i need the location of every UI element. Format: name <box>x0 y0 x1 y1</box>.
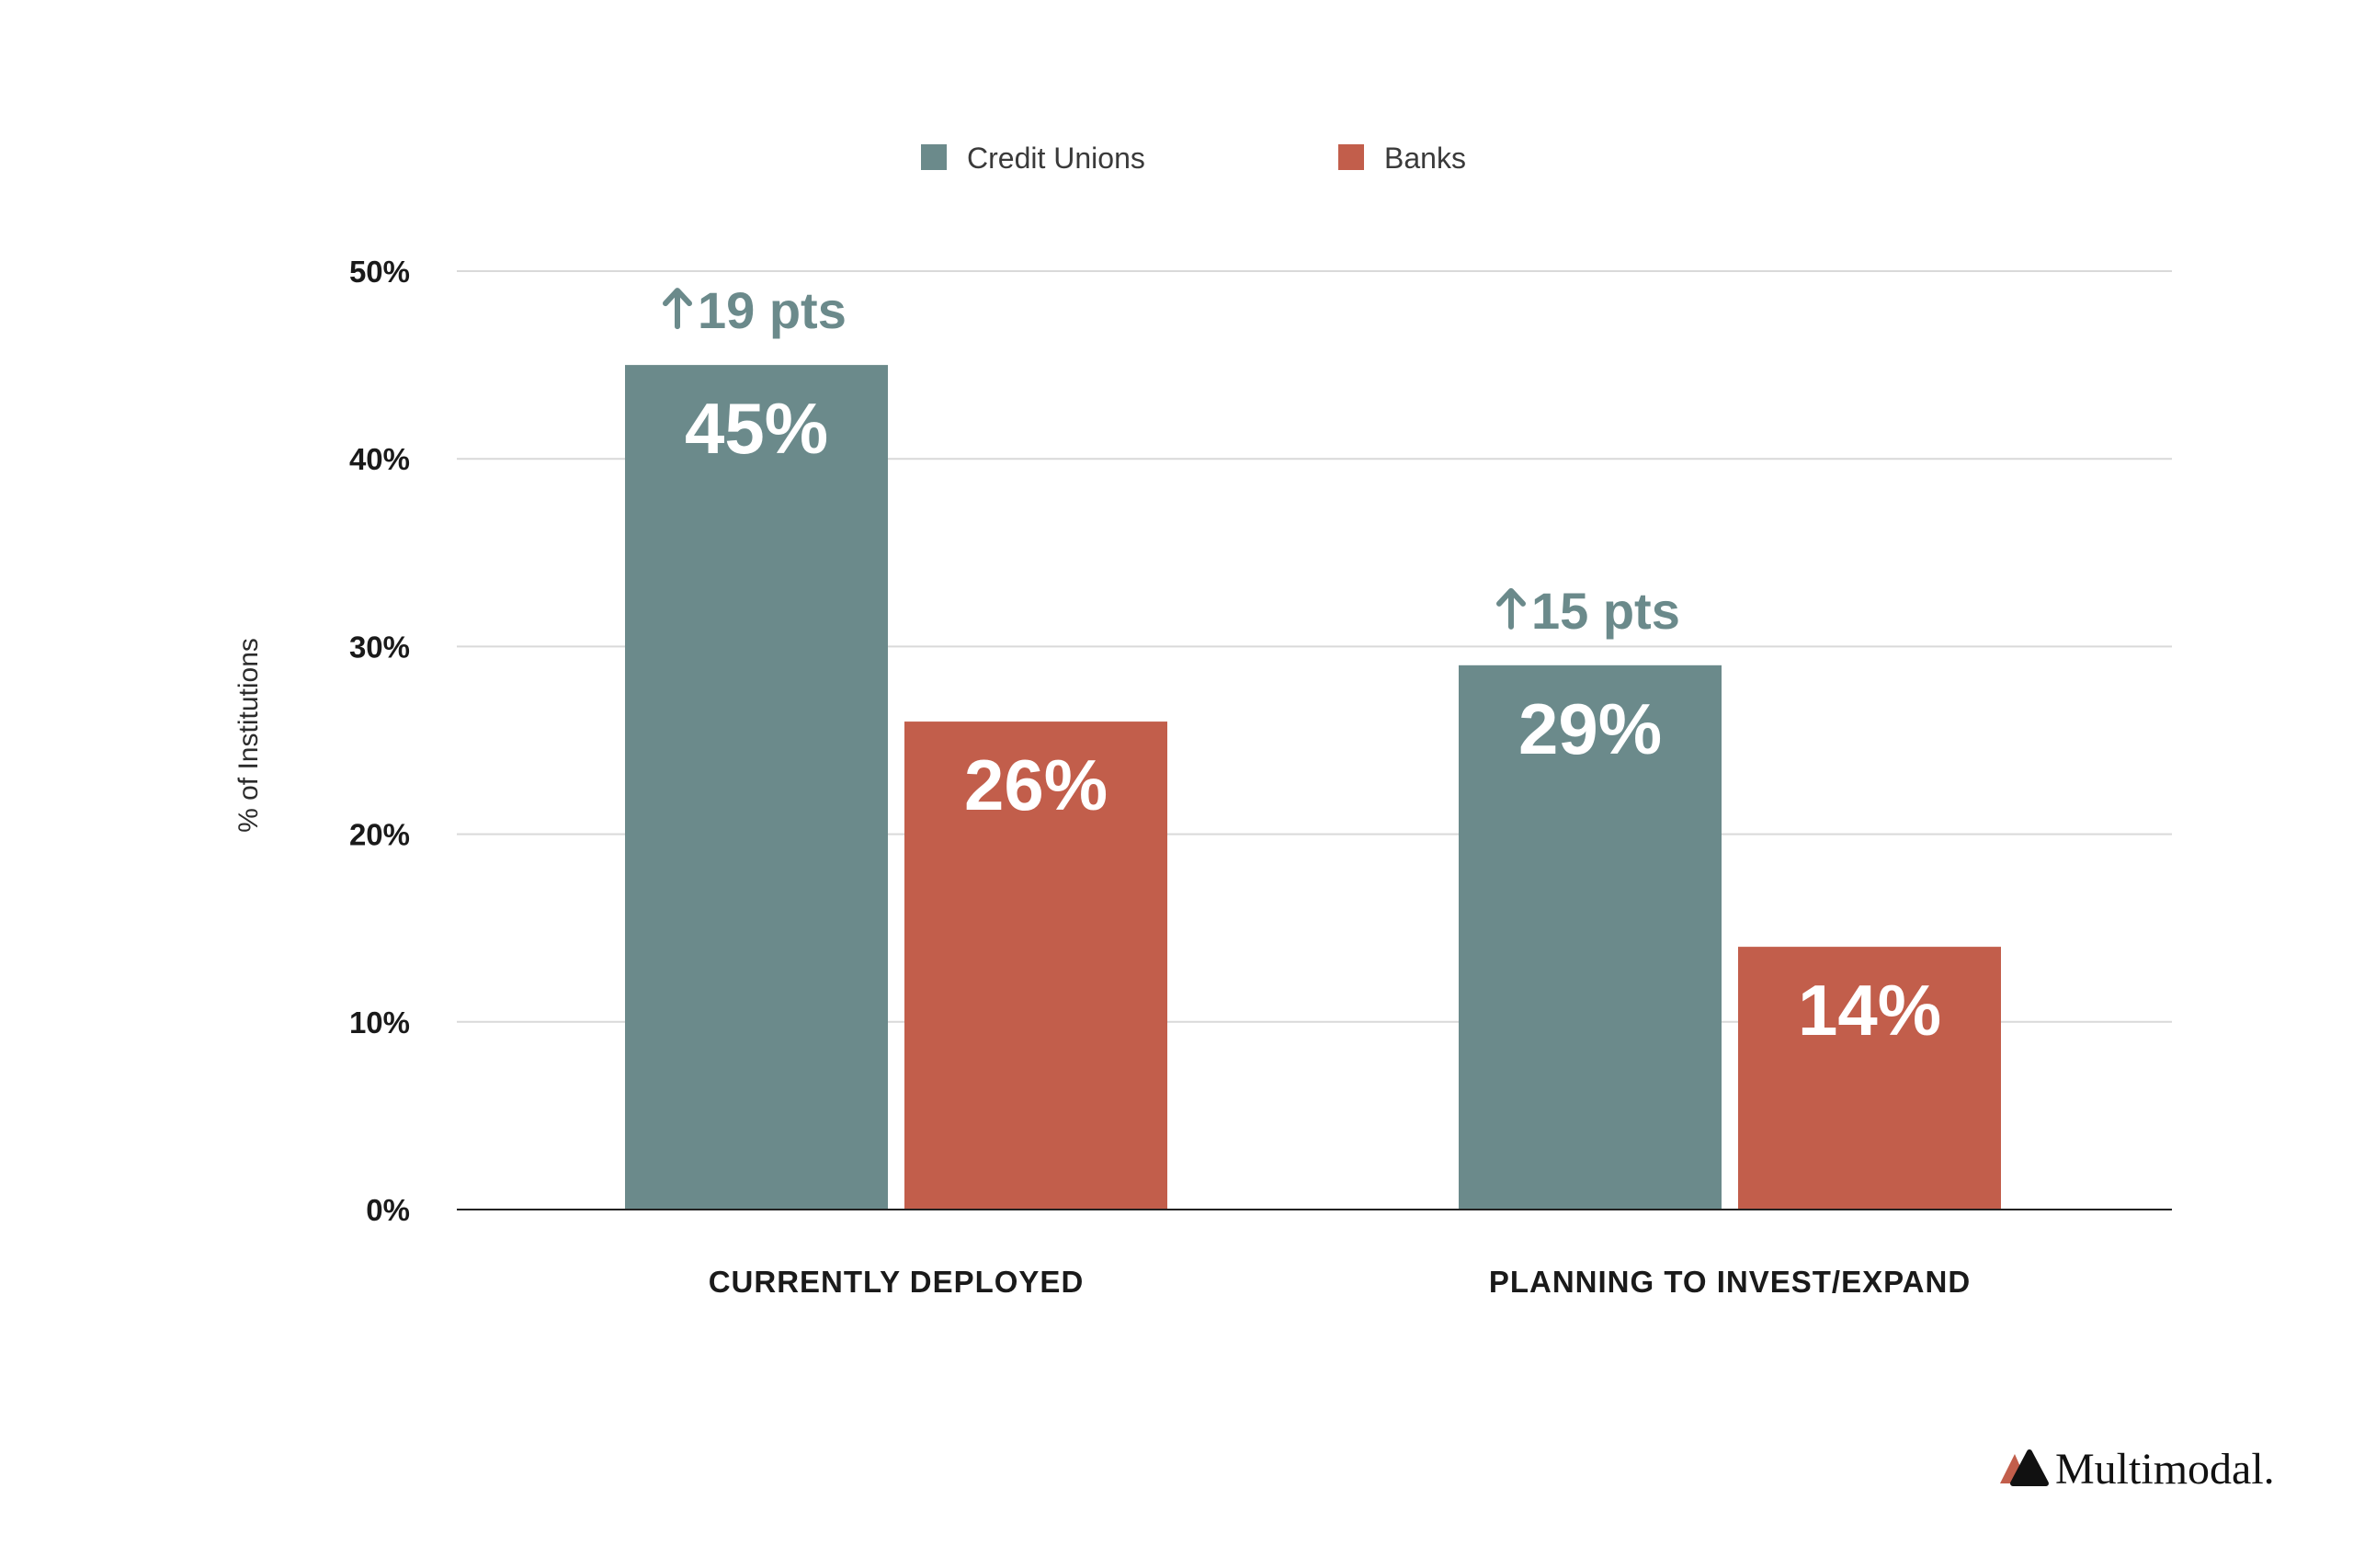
arrow-up-icon <box>663 288 692 330</box>
bar-value-label: 29% <box>1518 688 1662 769</box>
legend-label: Credit Unions <box>967 142 1145 175</box>
bar-value-label: 14% <box>1798 970 1941 1051</box>
bars: 45% 26% 29% 14% <box>625 365 2001 1210</box>
x-category-label: PLANNING TO INVEST/EXPAND <box>1489 1265 1971 1299</box>
legend-label: Banks <box>1384 142 1466 175</box>
annotation-text: 19 pts <box>698 281 847 339</box>
legend-swatch <box>921 144 947 170</box>
annotation: 15 pts <box>1496 582 1680 640</box>
brand-logo: Multimodal. <box>2000 1445 2275 1494</box>
x-axis-categories: CURRENTLY DEPLOYED PLANNING TO INVEST/EXP… <box>709 1265 1971 1299</box>
bar-banks <box>904 722 1167 1210</box>
y-axis-ticks: 0% 10% 20% 30% 40% 50% <box>349 255 410 1227</box>
legend-item: Banks <box>1338 142 1466 175</box>
bar-credit-unions <box>625 365 888 1210</box>
y-tick-label: 0% <box>366 1193 410 1227</box>
logo-text: Multimodal. <box>2055 1445 2275 1494</box>
y-axis-label: % of Institutions <box>233 638 264 833</box>
bar-banks <box>1738 947 2001 1210</box>
legend-item: Credit Unions <box>921 142 1145 175</box>
annotation-text: 15 pts <box>1531 582 1680 640</box>
y-tick-label: 40% <box>349 442 410 476</box>
y-tick-label: 30% <box>349 630 410 664</box>
annotation: 19 pts <box>663 281 847 339</box>
y-tick-label: 10% <box>349 1006 410 1040</box>
bar-credit-unions <box>1459 665 1722 1210</box>
annotations: 19 pts 15 pts <box>663 281 1680 640</box>
bar-value-label: 26% <box>964 744 1108 825</box>
legend-swatch <box>1338 144 1364 170</box>
y-tick-label: 20% <box>349 818 410 852</box>
x-category-label: CURRENTLY DEPLOYED <box>709 1265 1085 1299</box>
legend: Credit Unions Banks <box>921 142 1466 175</box>
arrow-up-icon <box>1496 587 1526 630</box>
bar-value-label: 45% <box>685 388 828 469</box>
multimodal-logo-icon <box>2000 1449 2049 1486</box>
y-tick-label: 50% <box>349 255 410 289</box>
